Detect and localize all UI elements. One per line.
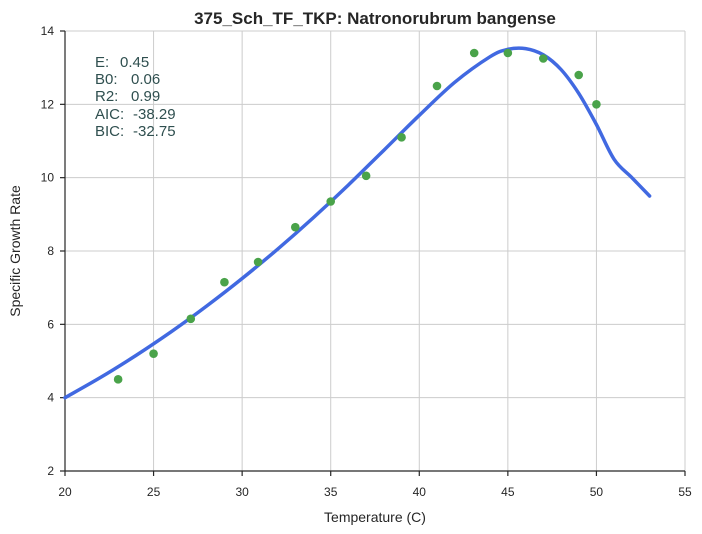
stats-annotation: E: 0.45 B0: 0.06 R2: 0.99 AIC: -38.29 BI… xyxy=(95,54,176,140)
y-axis-label: Specific Growth Rate xyxy=(7,185,23,317)
gridlines xyxy=(65,30,686,471)
data-point xyxy=(253,257,263,267)
x-tick-label: 20 xyxy=(58,485,72,499)
data-point xyxy=(220,277,229,287)
y-tick-label: 2 xyxy=(47,464,54,478)
data-point xyxy=(592,100,601,109)
x-tick-label: 35 xyxy=(324,485,338,499)
data-point xyxy=(326,197,336,206)
stat-e-value: 0.45 xyxy=(120,54,149,71)
x-tick-label: 30 xyxy=(235,485,249,499)
y-tick-label: 4 xyxy=(47,391,54,405)
stat-aic-value: -38.29 xyxy=(133,106,176,123)
stat-bic-value: -32.75 xyxy=(133,123,176,140)
x-tick-label: 50 xyxy=(590,485,604,499)
data-points-layer xyxy=(113,48,601,384)
data-point xyxy=(361,171,371,181)
x-tick-label: 40 xyxy=(413,485,427,499)
stat-r2-value: 0.99 xyxy=(131,88,160,105)
y-tick-label: 12 xyxy=(41,97,55,111)
y-tick-label: 14 xyxy=(41,24,55,38)
stat-b0-value: 0.06 xyxy=(131,71,160,88)
data-point xyxy=(149,349,158,358)
x-axis-label: Temperature (C) xyxy=(324,509,426,525)
stat-bic-key: BIC: xyxy=(95,123,124,140)
data-point xyxy=(574,70,584,80)
stat-e-key: E: xyxy=(95,54,109,71)
data-point xyxy=(432,81,442,91)
data-point xyxy=(397,133,406,142)
stat-b0-key: B0: xyxy=(95,71,118,88)
tick-labels: 20 25 30 35 40 45 50 55 2 4 6 8 10 12 14 xyxy=(41,24,692,499)
stat-aic-key: AIC: xyxy=(95,106,124,123)
data-point xyxy=(186,314,196,324)
chart-title: 375_Sch_TF_TKP: Natronorubrum bangense xyxy=(194,9,556,28)
y-tick-label: 10 xyxy=(41,171,55,185)
data-point xyxy=(113,375,123,384)
data-point xyxy=(538,54,548,63)
data-point xyxy=(503,48,513,58)
y-tick-label: 8 xyxy=(47,244,54,258)
data-point xyxy=(469,48,479,58)
data-point xyxy=(290,222,300,232)
x-tick-label: 55 xyxy=(678,485,692,499)
x-tick-label: 45 xyxy=(501,485,515,499)
stat-r2-key: R2: xyxy=(95,88,118,105)
y-tick-label: 6 xyxy=(47,317,54,331)
x-tick-label: 25 xyxy=(147,485,161,499)
